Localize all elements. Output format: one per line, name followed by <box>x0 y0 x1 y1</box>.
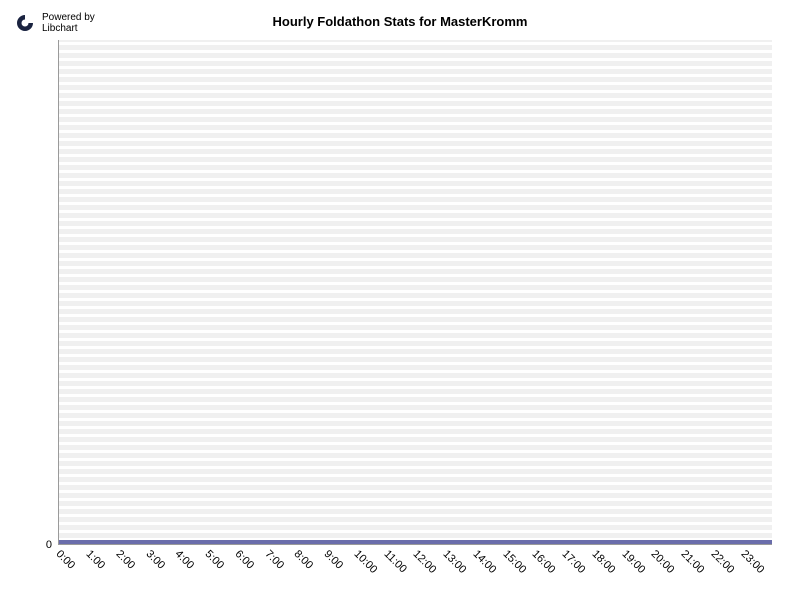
grid-stripe <box>59 250 772 253</box>
x-tick-label: 19:00 <box>619 548 647 576</box>
grid-stripe <box>59 346 772 349</box>
grid-stripe <box>59 322 772 325</box>
grid-stripe <box>59 42 772 45</box>
x-tick-label: 18:00 <box>589 548 617 576</box>
grid-stripe <box>59 466 772 469</box>
grid-stripe <box>59 530 772 533</box>
grid-stripe <box>59 314 772 317</box>
grid-stripe <box>59 506 772 509</box>
bottom-accent-band <box>59 540 772 544</box>
y-tick-0: 0 <box>46 539 52 551</box>
grid-stripe <box>59 418 772 421</box>
grid-stripe <box>59 266 772 269</box>
x-tick-label: 8:00 <box>292 548 316 572</box>
grid-stripe <box>59 242 772 245</box>
grid-stripe <box>59 306 772 309</box>
x-tick-label: 22:00 <box>708 548 736 576</box>
grid-stripe <box>59 258 772 261</box>
x-tick-label: 23:00 <box>738 548 766 576</box>
grid-stripe <box>59 354 772 357</box>
grid-stripe <box>59 154 772 157</box>
grid-stripe <box>59 186 772 189</box>
grid-stripe <box>59 482 772 485</box>
grid-stripe <box>59 74 772 77</box>
grid-stripe <box>59 66 772 69</box>
x-tick-label: 17:00 <box>560 548 588 576</box>
grid-stripe <box>59 402 772 405</box>
grid-stripe <box>59 378 772 381</box>
grid-stripe <box>59 458 772 461</box>
x-tick-label: 4:00 <box>173 548 197 572</box>
grid-stripe <box>59 202 772 205</box>
grid-stripe <box>59 330 772 333</box>
x-tick-label: 9:00 <box>322 548 346 572</box>
grid-stripe <box>59 522 772 525</box>
x-tick-label: 15:00 <box>500 548 528 576</box>
grid-stripe <box>59 130 772 133</box>
x-tick-label: 14:00 <box>470 548 498 576</box>
grid-stripe <box>59 370 772 373</box>
x-tick-label: 20:00 <box>649 548 677 576</box>
grid-stripe <box>59 98 772 101</box>
grid-stripe <box>59 58 772 61</box>
x-axis-labels: 0:001:002:003:004:005:006:007:008:009:00… <box>58 548 772 600</box>
grid-stripe <box>59 50 772 53</box>
grid-stripe <box>59 210 772 213</box>
grid-stripe <box>59 138 772 141</box>
grid-stripe <box>59 362 772 365</box>
plot-area <box>58 40 772 545</box>
grid-stripe <box>59 282 772 285</box>
grid-stripe <box>59 90 772 93</box>
x-tick-label: 12:00 <box>411 548 439 576</box>
x-tick-label: 21:00 <box>679 548 707 576</box>
grid-stripe <box>59 122 772 125</box>
plot-wrap: 0 <box>58 40 772 545</box>
grid-stripe <box>59 162 772 165</box>
x-tick-label: 7:00 <box>262 548 286 572</box>
x-tick-label: 6:00 <box>232 548 256 572</box>
grid-stripe <box>59 194 772 197</box>
grid-stripe <box>59 434 772 437</box>
grid-stripe <box>59 410 772 413</box>
grid-stripe <box>59 338 772 341</box>
grid-stripe <box>59 474 772 477</box>
x-tick-label: 1:00 <box>84 548 108 572</box>
grid-stripe <box>59 490 772 493</box>
grid-stripe <box>59 226 772 229</box>
grid-stripe <box>59 170 772 173</box>
x-tick-label: 0:00 <box>54 548 78 572</box>
grid-stripe <box>59 218 772 221</box>
x-tick-label: 16:00 <box>530 548 558 576</box>
grid-stripe <box>59 386 772 389</box>
grid-stripe <box>59 298 772 301</box>
grid-stripe <box>59 146 772 149</box>
grid-stripe <box>59 106 772 109</box>
grid-stripe <box>59 394 772 397</box>
x-tick-label: 13:00 <box>441 548 469 576</box>
x-tick-label: 2:00 <box>113 548 137 572</box>
grid-stripe <box>59 426 772 429</box>
x-tick-label: 5:00 <box>203 548 227 572</box>
grid-stripe <box>59 178 772 181</box>
x-tick-label: 11:00 <box>381 548 408 575</box>
grid-stripe <box>59 274 772 277</box>
grid-stripe <box>59 290 772 293</box>
grid-stripe <box>59 234 772 237</box>
grid-stripe <box>59 450 772 453</box>
chart-title: Hourly Foldathon Stats for MasterKromm <box>0 14 800 29</box>
x-tick-label: 10:00 <box>351 548 379 576</box>
grid-stripe <box>59 514 772 517</box>
grid-stripe <box>59 114 772 117</box>
grid-stripe <box>59 442 772 445</box>
x-tick-label: 3:00 <box>143 548 167 572</box>
grid-stripe <box>59 82 772 85</box>
grid-stripe <box>59 498 772 501</box>
